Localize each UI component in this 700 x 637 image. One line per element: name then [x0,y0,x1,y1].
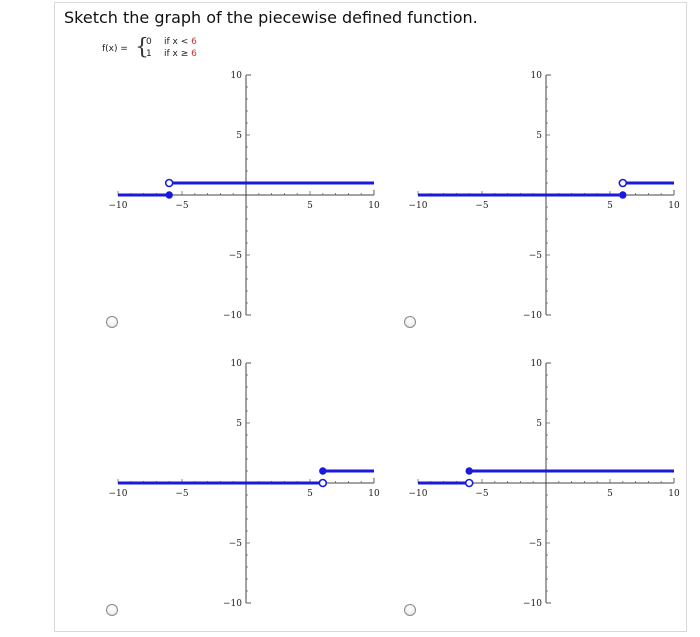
option-d-radio[interactable] [404,604,416,616]
y-tick-label: 5 [236,419,242,429]
y-tick-label: −10 [523,311,542,321]
option-b-graph: −10 −5 5 10 −10 −5 5 10 [409,71,680,321]
x-tick-label: −10 [109,201,128,211]
x-tick-label: −5 [475,201,489,211]
function-lhs: f(x) = [102,44,128,54]
y-tick-label: 5 [536,419,542,429]
open-point [464,478,474,488]
x-tick-label: 5 [607,489,613,499]
y-tick-label: 5 [236,131,242,141]
x-tick-label: 5 [307,489,313,499]
option-d-graph: −10 −5 5 10 −10 −5 5 10 [409,359,680,609]
x-tick-label: −10 [109,489,128,499]
x-tick-label: 10 [668,489,680,499]
y-tick-label: −5 [529,251,543,261]
function-piece-2: 1 if x ≥ 6 [146,49,197,59]
closed-point [165,191,173,199]
y-tick-label: 10 [531,359,543,369]
question-text: Sketch the graph of the piecewise define… [64,8,478,27]
function-piece-1: 0 if x < 6 [146,37,197,47]
option-a-graph: −10 −5 5 10 −10 −5 5 10 [109,71,380,321]
option-c-radio[interactable] [106,604,118,616]
y-tick-label: 10 [231,71,243,81]
piece-condition: if x < [164,37,189,47]
y-tick-label: −10 [523,599,542,609]
y-tick-label: −5 [229,251,243,261]
option-a-radio[interactable] [106,316,118,328]
x-tick-label: −5 [175,489,189,499]
x-tick-label: 5 [307,201,313,211]
option-b-radio[interactable] [404,316,416,328]
x-tick-label: 5 [607,201,613,211]
y-tick-label: −5 [229,539,243,549]
x-tick-label: 10 [368,201,380,211]
piece-condition-number: 6 [191,49,197,59]
y-tick-label: 5 [536,131,542,141]
piece-condition: if x ≥ [164,49,189,59]
open-point [164,178,174,188]
x-tick-label: −10 [409,201,428,211]
option-c-graph: −10 −5 5 10 −10 −5 5 10 [109,359,380,609]
x-tick-label: 10 [368,489,380,499]
x-tick-label: −10 [409,489,428,499]
y-tick-label: −10 [223,599,242,609]
y-tick-label: 10 [531,71,543,81]
x-tick-label: −5 [175,201,189,211]
x-tick-label: −5 [475,489,489,499]
piece-value: 0 [146,37,152,47]
x-tick-label: 10 [668,201,680,211]
y-tick-label: −5 [529,539,543,549]
closed-point [619,191,627,199]
piece-condition-number: 6 [191,37,197,47]
y-tick-label: −10 [223,311,242,321]
piecewise-function: f(x) = { 0 if x < 6 1 if x ≥ 6 [102,35,242,63]
y-tick-label: 10 [231,359,243,369]
open-point [318,478,328,488]
open-point [618,178,628,188]
closed-point [465,467,473,475]
piece-value: 1 [146,49,152,59]
left-brace-icon: { [135,35,149,60]
closed-point [319,467,327,475]
question-card [54,2,687,632]
